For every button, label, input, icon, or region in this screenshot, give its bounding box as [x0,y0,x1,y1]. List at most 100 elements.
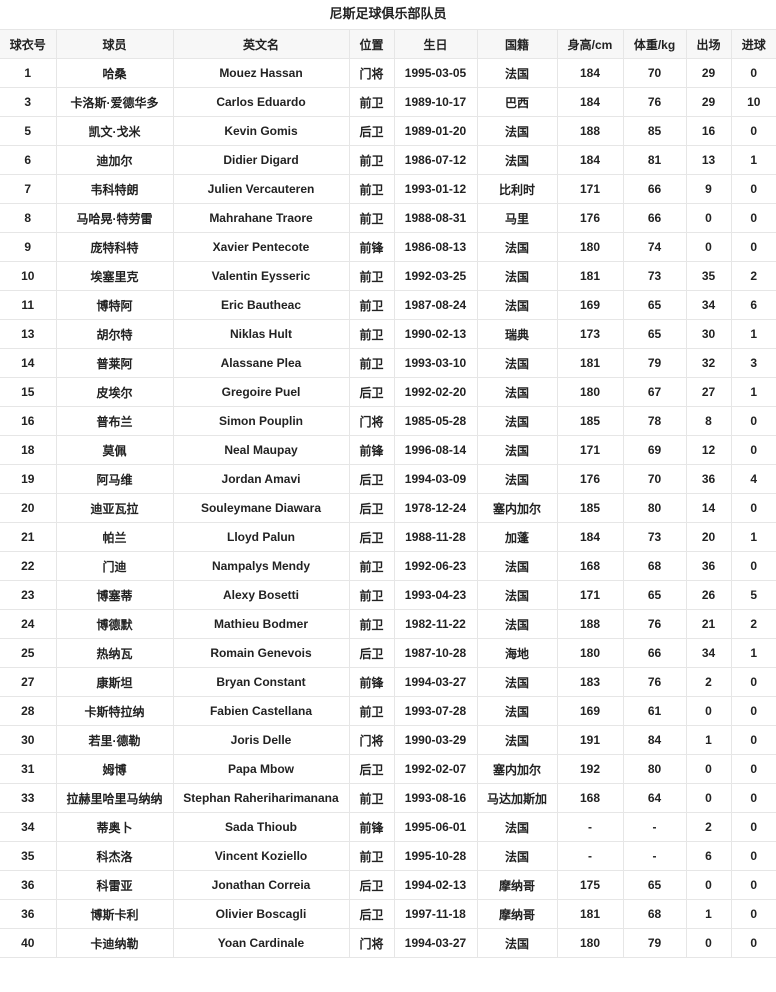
table-row: 35 科杰洛 Vincent Koziello 前卫 1995-10-28 法国 - -6 0 [0,841,776,871]
table-row: 1 哈桑 Mouez Hassan 门将 1995-03-05 法国 184 70 29 0 [0,58,776,88]
cell-nationality: 马里 [476,203,558,233]
cell-height: 180 [556,377,624,407]
cell-name-cn: 姆博 [55,754,174,784]
cell-birthday: 1982-11-22 [393,609,478,639]
cell-appearances: 9 [685,174,732,204]
cell-goals: 0 [730,203,776,233]
cell-nationality: 法国 [476,696,558,726]
cell-weight: 76 [622,609,687,639]
cell-goals: 1 [730,638,776,668]
cell-nationality: 法国 [476,435,558,465]
cell-height: 185 [556,406,624,436]
cell-height: 188 [556,609,624,639]
cell-height: 181 [556,261,624,291]
cell-goals: 2 [730,261,776,291]
cell-goals: 0 [730,812,776,842]
cell-height: 169 [556,290,624,320]
cell-name-en: Joris Delle [172,725,350,755]
cell-name-cn: 帕兰 [55,522,174,552]
column-header-birthday: 生日 [393,29,478,59]
table-row: 36 科雷亚 Jonathan Correia 后卫 1994-02-13 摩纳哥 175 6… [0,870,776,900]
cell-weight: 61 [622,696,687,726]
cell-weight: 68 [622,551,687,581]
table-row: 18 莫佩 Neal Maupay 前锋 1996-08-14 法国 171 69 12 0 [0,435,776,465]
cell-position: 前卫 [348,174,395,204]
cell-name-cn: 普布兰 [55,406,174,436]
cell-nationality: 巴西 [476,87,558,117]
cell-goals: 0 [730,667,776,697]
cell-goals: 6 [730,290,776,320]
cell-name-en: Yoan Cardinale [172,928,350,958]
table-row: 19 阿马维 Jordan Amavi 后卫 1994-03-09 法国 176 70 36 4 [0,464,776,494]
cell-name-en: Alassane Plea [172,348,350,378]
cell-goals: 1 [730,377,776,407]
cell-nationality: 法国 [476,58,558,88]
table-row: 22 门迪 Nampalys Mendy 前卫 1992-06-23 法国 168 68 36 0 [0,551,776,581]
cell-number: 16 [0,406,57,436]
cell-nationality: 法国 [476,116,558,146]
cell-appearances: 27 [685,377,732,407]
cell-name-en: Neal Maupay [172,435,350,465]
cell-height: 171 [556,174,624,204]
column-header-weight: 体重/kg [622,29,687,59]
cell-name-cn: 拉赫里哈里马纳纳 [55,783,174,813]
cell-goals: 0 [730,696,776,726]
cell-number: 14 [0,348,57,378]
cell-height: 171 [556,580,624,610]
cell-name-cn: 康斯坦 [55,667,174,697]
cell-weight: 73 [622,261,687,291]
cell-birthday: 1994-03-27 [393,928,478,958]
cell-name-cn: 哈桑 [55,58,174,88]
cell-height: 188 [556,116,624,146]
cell-position: 前卫 [348,145,395,175]
cell-number: 8 [0,203,57,233]
cell-goals: 0 [730,406,776,436]
cell-goals: 0 [730,783,776,813]
cell-position: 后卫 [348,464,395,494]
cell-weight: 70 [622,58,687,88]
cell-height: 181 [556,348,624,378]
cell-nationality: 摩纳哥 [476,899,558,929]
cell-position: 门将 [348,406,395,436]
cell-height: 180 [556,232,624,262]
cell-name-en: Eric Bautheac [172,290,350,320]
cell-birthday: 1993-03-10 [393,348,478,378]
cell-name-en: Stephan Raheriharimanana [172,783,350,813]
cell-weight: 79 [622,928,687,958]
cell-weight: 68 [622,899,687,929]
cell-birthday: 1985-05-28 [393,406,478,436]
cell-nationality: 马达加斯加 [476,783,558,813]
cell-weight: 65 [622,319,687,349]
cell-appearances: 8 [685,406,732,436]
cell-weight: 76 [622,87,687,117]
cell-position: 后卫 [348,493,395,523]
cell-position: 前卫 [348,696,395,726]
cell-nationality: 法国 [476,841,558,871]
cell-weight: 64 [622,783,687,813]
cell-name-en: Niklas Hult [172,319,350,349]
cell-nationality: 法国 [476,232,558,262]
cell-appearances: 0 [685,783,732,813]
cell-nationality: 法国 [476,667,558,697]
column-header-goals: 进球 [730,29,776,59]
cell-goals: 0 [730,928,776,958]
cell-number: 10 [0,261,57,291]
cell-name-en: Gregoire Puel [172,377,350,407]
cell-height: 168 [556,783,624,813]
cell-number: 40 [0,928,57,958]
cell-number: 28 [0,696,57,726]
cell-name-cn: 卡斯特拉纳 [55,696,174,726]
table-row: 28 卡斯特拉纳 Fabien Castellana 前卫 1993-07-28 法国 16… [0,696,776,726]
cell-name-en: Valentin Eysseric [172,261,350,291]
cell-name-en: Souleymane Diawara [172,493,350,523]
cell-goals: 1 [730,145,776,175]
cell-birthday: 1990-03-29 [393,725,478,755]
cell-nationality: 法国 [476,290,558,320]
cell-name-cn: 若里·德勒 [55,725,174,755]
cell-weight: 65 [622,580,687,610]
cell-birthday: 1986-08-13 [393,232,478,262]
cell-appearances: 2 [685,812,732,842]
cell-birthday: 1993-04-23 [393,580,478,610]
cell-name-en: Mouez Hassan [172,58,350,88]
cell-weight: 67 [622,377,687,407]
